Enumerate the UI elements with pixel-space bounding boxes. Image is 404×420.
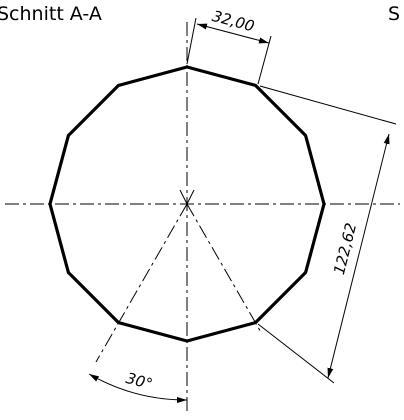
dimension-line (327, 133, 390, 379)
dimension-label: 32,00 (210, 7, 256, 36)
extension-line (257, 35, 272, 85)
extension-line (259, 85, 397, 125)
center-line-300 (186, 203, 263, 335)
next-section-title: S (388, 3, 400, 25)
extension-line (257, 323, 335, 384)
center-mark (179, 189, 195, 206)
dimension-line (196, 23, 270, 44)
dodecagon-outline (48, 65, 326, 343)
angle-label: 30° (124, 369, 154, 393)
center-line-240 (95, 203, 188, 363)
section-title: Schnitt A-A (0, 3, 102, 25)
extension-line (186, 17, 197, 65)
angle-dimension-arc (88, 373, 188, 404)
